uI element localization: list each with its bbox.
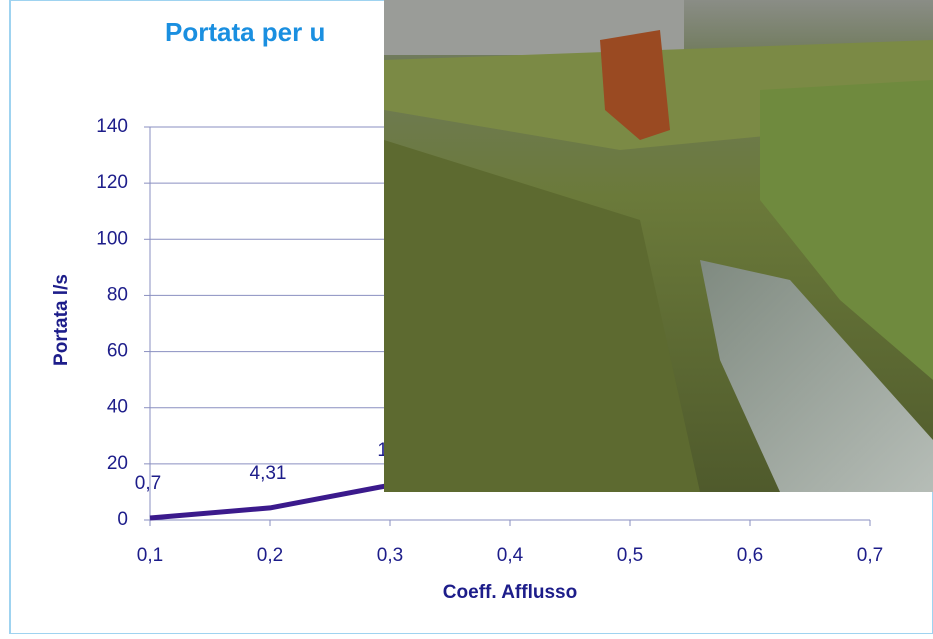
y-tick-label: 100 (96, 228, 128, 249)
data-label: 0,7 (135, 473, 161, 494)
y-tick-label: 60 (107, 341, 128, 362)
x-tick-label: 0,4 (497, 545, 524, 566)
x-axis-title: Coeff. Afflusso (443, 582, 577, 603)
y-tick-label: 80 (107, 284, 128, 305)
data-label: 4,31 (250, 463, 287, 484)
y-tick-label: 40 (107, 397, 128, 418)
chart: Portata per u Coeff. Afflusso Portata l/… (0, 0, 933, 634)
x-tick-label: 0,6 (737, 545, 763, 566)
chart-title: Portata per u (165, 17, 325, 47)
y-tick-label: 140 (96, 116, 128, 137)
y-tick-label: 0 (117, 509, 128, 530)
x-tick-label: 0,1 (137, 545, 163, 566)
y-axis-title: Portata l/s (51, 274, 72, 366)
x-tick-label: 0,7 (857, 545, 883, 566)
photo (384, 0, 933, 492)
y-tick-label: 20 (107, 453, 128, 474)
x-tick-label: 0,3 (377, 545, 403, 566)
y-tick-label: 120 (96, 172, 128, 193)
x-tick-label: 0,5 (617, 545, 643, 566)
x-tick-label: 0,2 (257, 545, 283, 566)
